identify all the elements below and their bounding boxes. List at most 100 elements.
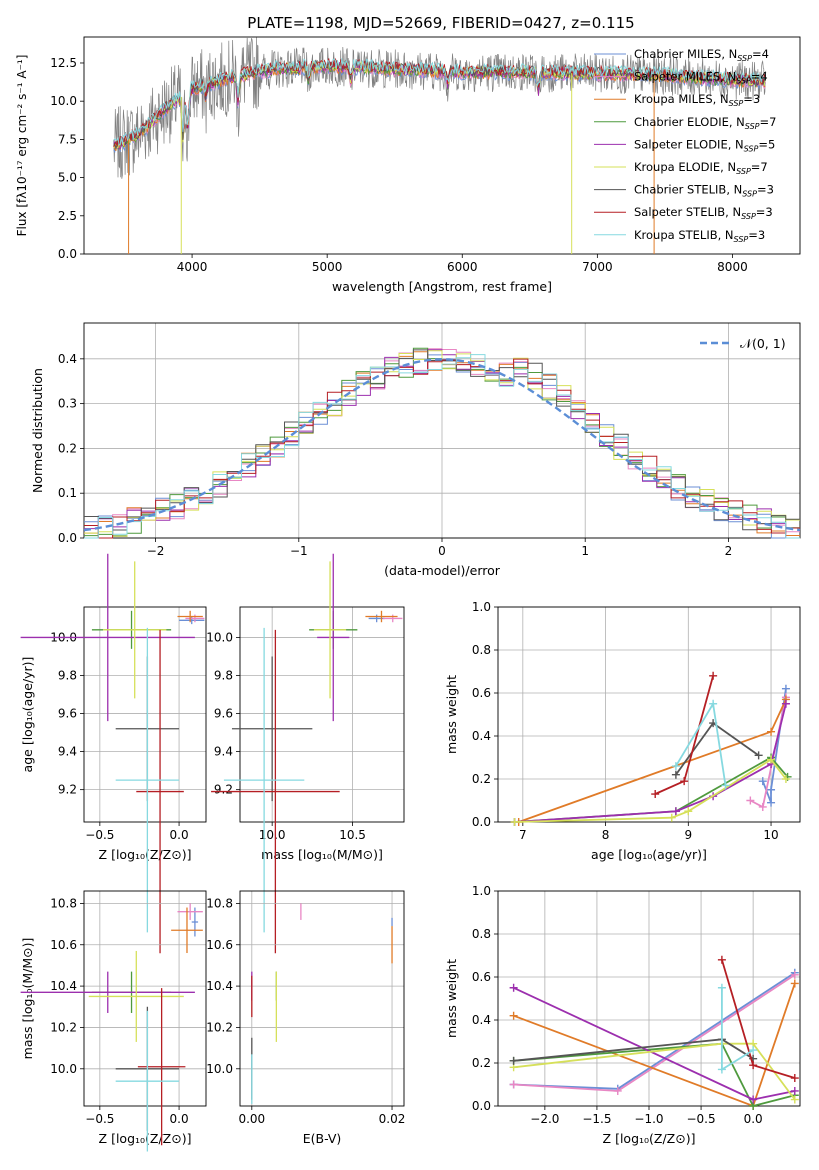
plus-marker bbox=[709, 699, 718, 708]
series-salpeter-elodie bbox=[514, 703, 787, 823]
y-tick-label: 10.4 bbox=[206, 979, 233, 993]
x-tick-label: 4000 bbox=[177, 260, 208, 274]
x-tick-label: 1 bbox=[581, 544, 589, 558]
x-tick-label: −1.5 bbox=[582, 1112, 611, 1126]
x-tick-label: −1 bbox=[290, 544, 308, 558]
x-axis-label: wavelength [Angstrom, rest frame] bbox=[332, 279, 552, 294]
plus-marker bbox=[671, 762, 680, 771]
y-tick-label: 10.2 bbox=[206, 1020, 233, 1034]
plus-marker bbox=[781, 699, 790, 708]
axes-frame bbox=[83, 890, 207, 1107]
y-tick-label: 10.8 bbox=[206, 896, 233, 910]
x-tick-label: 6000 bbox=[447, 260, 478, 274]
x-axis-label: age [log₁₀(age/yr)] bbox=[591, 847, 707, 862]
normal-curve bbox=[83, 358, 801, 532]
plus-marker bbox=[746, 796, 755, 805]
legend-label: Chabrier STELIB, NSSP=3 bbox=[634, 183, 774, 199]
y-tick-label: 0.0 bbox=[58, 247, 77, 261]
axes-frame bbox=[83, 322, 801, 539]
y-tick-label: 10.0 bbox=[50, 94, 77, 108]
y-tick-label: 10.4 bbox=[50, 979, 77, 993]
legend-label: Chabrier ELODIE, NSSP=7 bbox=[634, 115, 776, 131]
x-tick-label: 0.00 bbox=[238, 1112, 265, 1126]
plus-marker bbox=[781, 775, 790, 783]
x-tick-label: 2 bbox=[725, 544, 733, 558]
plus-marker bbox=[651, 790, 660, 799]
y-tick-label: 0.4 bbox=[58, 352, 77, 366]
y-tick-label: 10.6 bbox=[206, 938, 233, 952]
x-tick-label: 0.0 bbox=[744, 1112, 763, 1126]
legend-label: Salpeter MILES, NSSP=4 bbox=[634, 70, 768, 86]
y-tick-label: 0.3 bbox=[58, 397, 77, 411]
series-kroupa-stelib bbox=[675, 701, 727, 786]
panel-residuals: −2 −1 0 1 2 0.0 0.1 0.2 0.3 0.4 (data-model)/error… bbox=[30, 322, 801, 578]
plus-marker bbox=[749, 1095, 758, 1104]
plus-marker bbox=[767, 727, 776, 736]
axes-frame bbox=[83, 36, 801, 255]
plus-marker bbox=[671, 770, 680, 779]
x-tick-label: 10.0 bbox=[259, 828, 286, 842]
x-axis-label: E(B-V) bbox=[303, 1131, 342, 1146]
y-axis-label: mass weight bbox=[444, 675, 459, 754]
y-axis-label: Normed distribution bbox=[30, 368, 45, 493]
plus-marker bbox=[721, 781, 730, 790]
y-tick-label: 9.2 bbox=[214, 783, 233, 797]
y-axis-label: mass weight bbox=[444, 959, 459, 1038]
plus-marker bbox=[790, 1086, 799, 1095]
plus-marker bbox=[767, 785, 776, 794]
plus-marker bbox=[510, 818, 519, 826]
y-tick-label: 5.0 bbox=[58, 171, 77, 185]
histogram-salpeter-stelib bbox=[84, 358, 800, 539]
x-tick-label: −1.0 bbox=[634, 1112, 663, 1126]
x-axis-label: (data-model)/error bbox=[384, 563, 501, 578]
spectrum-legend: Chabrier MILES, NSSP=4 Salpeter MILES, NS… bbox=[594, 47, 776, 244]
plus-marker bbox=[758, 802, 767, 811]
x-tick-label: 0.0 bbox=[170, 1112, 189, 1126]
panel-weight-vs-age: 7 8 9 10 0.0 0.2 0.4 0.6 0.8 1.0 age [log₁₀(age/yr… bbox=[444, 600, 801, 862]
y-tick-label: 0.4 bbox=[472, 1013, 491, 1027]
series-salpeter-miles bbox=[513, 974, 796, 1092]
plus-marker bbox=[781, 684, 790, 693]
x-tick-label: 0 bbox=[438, 544, 446, 558]
series-salpeter-miles bbox=[749, 697, 787, 809]
x-tick-label: 9 bbox=[684, 828, 692, 842]
y-axis-label: age [log₁₀(age/yr)] bbox=[20, 657, 35, 773]
y-tick-label: 10.8 bbox=[50, 896, 77, 910]
axes-frame bbox=[83, 606, 207, 823]
plus-marker bbox=[671, 807, 680, 816]
x-tick-label: 10 bbox=[763, 828, 778, 842]
y-tick-label: 10.2 bbox=[50, 1020, 77, 1034]
panel-spectrum: 4000 5000 6000 7000 8000 0.0 2.5 5.0 7.5 10.0 12.5… bbox=[15, 36, 801, 294]
y-tick-label: 0.0 bbox=[472, 1099, 491, 1113]
model-kroupa-stelib bbox=[113, 58, 766, 146]
y-tick-label: 0.2 bbox=[472, 772, 491, 786]
y-axis-label: Flux [fλ10⁻¹⁷ erg cm⁻² s⁻¹ A⁻¹] bbox=[15, 55, 29, 237]
axes-frame bbox=[497, 890, 801, 1107]
x-tick-label: −2.0 bbox=[530, 1112, 559, 1126]
panel-age-vs-mass: 10.0 10.5 9.2 9.4 9.6 9.8 10.0 mass [log₁₀(M/M⊙… bbox=[206, 553, 405, 954]
y-tick-label: 9.2 bbox=[58, 783, 77, 797]
y-tick-label: 10.0 bbox=[50, 1062, 77, 1076]
y-tick-label: 10.0 bbox=[206, 1062, 233, 1076]
y-tick-label: 9.6 bbox=[58, 707, 77, 721]
y-tick-label: 0.2 bbox=[472, 1056, 491, 1070]
x-tick-label: −2 bbox=[147, 544, 165, 558]
plus-marker bbox=[767, 798, 776, 807]
y-tick-label: 0.6 bbox=[472, 970, 491, 984]
plus-marker bbox=[509, 1080, 518, 1089]
plus-marker bbox=[709, 671, 718, 680]
plus-marker bbox=[509, 1011, 518, 1020]
legend-label: Kroupa STELIB, NSSP=3 bbox=[634, 228, 765, 244]
plus-marker bbox=[509, 1056, 518, 1065]
legend-label: Kroupa MILES, NSSP=3 bbox=[634, 92, 760, 108]
figure-title: PLATE=1198, MJD=52669, FIBERID=0427, z=0… bbox=[247, 14, 634, 32]
panel-mass-vs-z: −0.5 0.0 10.0 10.2 10.4 10.6 10.8 Z [log₁₀(Z/Z⊙… bbox=[20, 890, 207, 1152]
x-tick-label: 0.0 bbox=[170, 828, 189, 842]
y-tick-label: 0.0 bbox=[472, 815, 491, 829]
series-chabrier-stelib bbox=[513, 1038, 754, 1062]
series-kroupa-stelib bbox=[721, 987, 754, 1072]
x-tick-label: 8000 bbox=[717, 260, 748, 274]
histogram-salpeter-miles bbox=[84, 348, 800, 539]
plus-marker bbox=[509, 983, 518, 992]
y-tick-label: 0.1 bbox=[58, 486, 77, 500]
